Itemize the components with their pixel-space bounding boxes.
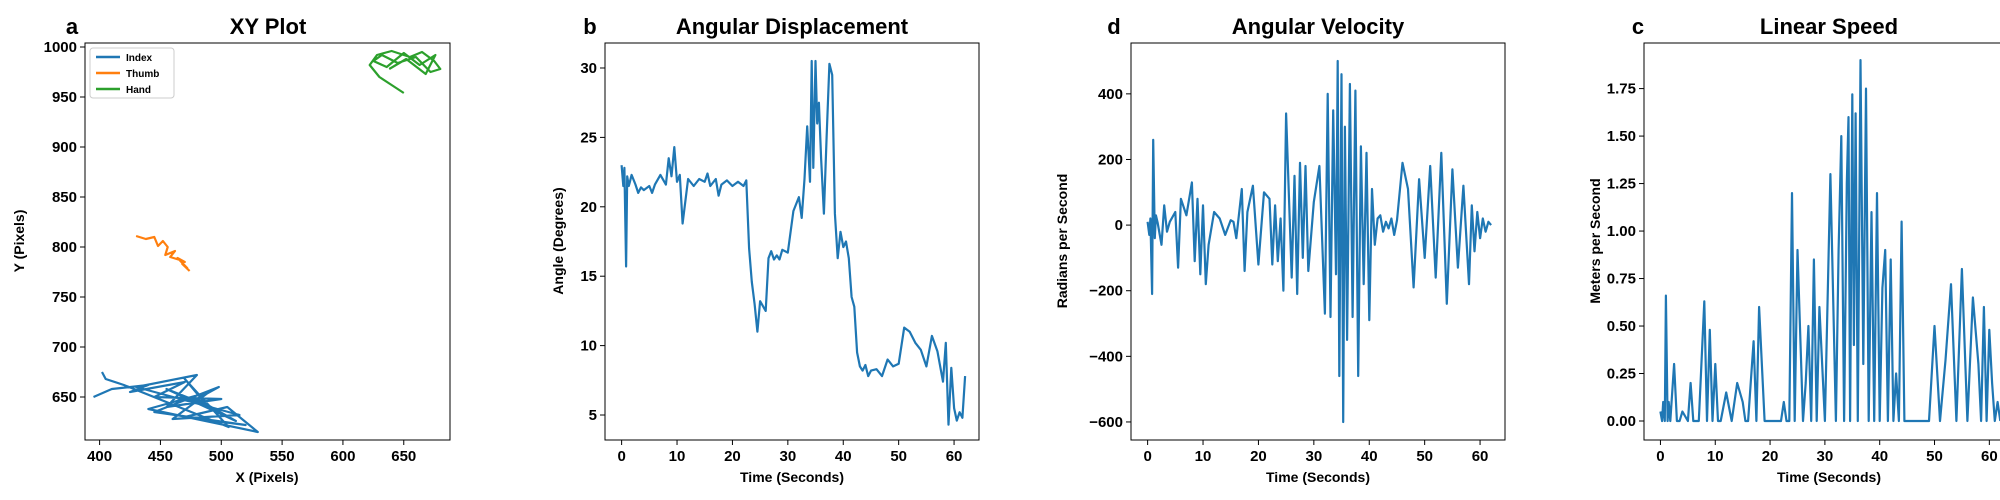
series-line xyxy=(1146,59,1492,424)
tick-group: 0 10 20 30 40 50 60 −600 −400 −200 0 200 400 xyxy=(1089,86,1488,465)
y-tick-label: 15 xyxy=(580,268,597,285)
x-tick-label: 650 xyxy=(391,448,416,465)
y-tick-label: 700 xyxy=(52,339,77,356)
panel-title: Angular Velocity xyxy=(1232,14,1405,39)
legend-entry-thumb: Thumb xyxy=(126,69,159,80)
legend: Index Thumb Hand xyxy=(89,47,175,99)
panel-letter: b xyxy=(583,14,596,39)
x-tick-label: 10 xyxy=(669,448,686,465)
x-tick-label: 20 xyxy=(1250,448,1267,465)
y-tick-label: 800 xyxy=(52,239,77,256)
x-tick-label: 0 xyxy=(1656,448,1664,465)
panel-letter: a xyxy=(66,14,79,39)
panel-b: b Angular Displacement 0 10 20 30 40 50 60 5 10 1… xyxy=(550,14,980,485)
y-tick-label: 200 xyxy=(1098,151,1123,168)
y-tick-label: 0 xyxy=(1115,217,1123,234)
x-axis-label: Time (Seconds) xyxy=(1266,469,1370,485)
y-tick-label: 0.50 xyxy=(1607,318,1636,335)
x-tick-label: 30 xyxy=(1306,448,1323,465)
x-axis-label: X (Pixels) xyxy=(235,469,298,485)
y-tick-label: 25 xyxy=(580,129,597,146)
y-tick-label: 1.50 xyxy=(1607,128,1636,145)
y-axis-label: Angle (Degrees) xyxy=(550,187,566,294)
x-tick-label: 400 xyxy=(87,448,112,465)
x-tick-label: 60 xyxy=(1981,448,1998,465)
tick-group: 0 10 20 30 40 50 60 0.00 0.25 0.50 0.75 1.00 1.25 1.5… xyxy=(1607,81,1998,465)
y-tick-label: 650 xyxy=(52,389,77,406)
y-tick-label: 1.25 xyxy=(1607,176,1636,193)
y-tick-label: 1.75 xyxy=(1607,81,1636,98)
x-axis-label: Time (Seconds) xyxy=(1777,469,1881,485)
tick-group: 0 10 20 30 40 50 60 5 10 15 20 25 30 xyxy=(580,60,962,465)
series-group xyxy=(1146,59,1492,424)
y-tick-label: 1000 xyxy=(44,39,77,56)
panel-a: a XY Plot 400 450 500 550 600 650 650 700 750 800… xyxy=(11,14,451,485)
series-group xyxy=(93,49,442,434)
plot-frame xyxy=(84,42,451,441)
series-line-index xyxy=(93,371,259,434)
series-line-thumb xyxy=(135,234,191,272)
x-tick-label: 20 xyxy=(724,448,741,465)
x-axis-label: Time (Seconds) xyxy=(740,469,844,485)
x-tick-label: 30 xyxy=(1817,448,1834,465)
panel-title: Angular Displacement xyxy=(676,14,909,39)
y-tick-label: 0.00 xyxy=(1607,413,1636,430)
panel-title: Linear Speed xyxy=(1760,14,1898,39)
x-tick-label: 40 xyxy=(1871,448,1888,465)
y-tick-label: 900 xyxy=(52,139,77,156)
x-tick-label: 10 xyxy=(1195,448,1212,465)
x-tick-label: 550 xyxy=(270,448,295,465)
legend-entry-hand: Hand xyxy=(126,85,151,96)
y-tick-label: 0.75 xyxy=(1607,271,1636,288)
y-tick-label: 10 xyxy=(580,338,597,355)
panel-c: c Linear Speed 0 10 20 30 40 50 60 0.00 0.25 0.50… xyxy=(1587,14,2000,485)
x-tick-label: 10 xyxy=(1707,448,1724,465)
series-line xyxy=(620,59,967,426)
y-axis-label: Meters per Second xyxy=(1587,178,1603,303)
y-tick-label: 400 xyxy=(1098,86,1123,103)
y-tick-label: 0.25 xyxy=(1607,366,1636,383)
panel-title: XY Plot xyxy=(230,14,307,39)
y-tick-label: −600 xyxy=(1089,414,1123,431)
x-tick-label: 50 xyxy=(1416,448,1433,465)
legend-entry-index: Index xyxy=(126,53,153,64)
y-axis-label: Y (Pixels) xyxy=(11,210,27,273)
y-tick-label: 750 xyxy=(52,289,77,306)
x-tick-label: 600 xyxy=(330,448,355,465)
series-line xyxy=(1659,58,2000,423)
y-tick-label: −200 xyxy=(1089,283,1123,300)
y-tick-label: 850 xyxy=(52,189,77,206)
x-tick-label: 30 xyxy=(780,448,797,465)
panel-letter: c xyxy=(1632,14,1644,39)
x-tick-label: 40 xyxy=(1361,448,1378,465)
x-tick-label: 60 xyxy=(946,448,963,465)
legend-frame xyxy=(89,47,175,99)
y-tick-label: 30 xyxy=(580,60,597,77)
tick-group: 400 450 500 550 600 650 650 700 750 800 850 900 950 1… xyxy=(44,39,417,465)
series-group xyxy=(1659,58,2000,423)
x-tick-label: 60 xyxy=(1472,448,1489,465)
x-tick-label: 50 xyxy=(890,448,907,465)
plot-frame xyxy=(604,42,980,441)
plot-frame xyxy=(1130,42,1506,441)
y-axis-label: Radians per Second xyxy=(1054,174,1070,309)
panel-letter: d xyxy=(1107,14,1120,39)
series-group xyxy=(620,59,967,426)
panel-d: d Angular Velocity 0 10 20 30 40 50 60 −600 −400… xyxy=(1054,14,1506,485)
y-tick-label: 5 xyxy=(589,407,597,424)
x-tick-label: 500 xyxy=(209,448,234,465)
y-tick-label: 20 xyxy=(580,199,597,216)
x-tick-label: 0 xyxy=(617,448,625,465)
x-tick-label: 0 xyxy=(1143,448,1151,465)
x-tick-label: 50 xyxy=(1926,448,1943,465)
y-tick-label: −400 xyxy=(1089,348,1123,365)
plot-frame xyxy=(1643,42,2000,441)
x-tick-label: 40 xyxy=(835,448,852,465)
y-tick-label: 1.00 xyxy=(1607,223,1636,240)
x-tick-label: 20 xyxy=(1762,448,1779,465)
x-tick-label: 450 xyxy=(148,448,173,465)
series-line-hand xyxy=(368,49,442,94)
y-tick-label: 950 xyxy=(52,89,77,106)
